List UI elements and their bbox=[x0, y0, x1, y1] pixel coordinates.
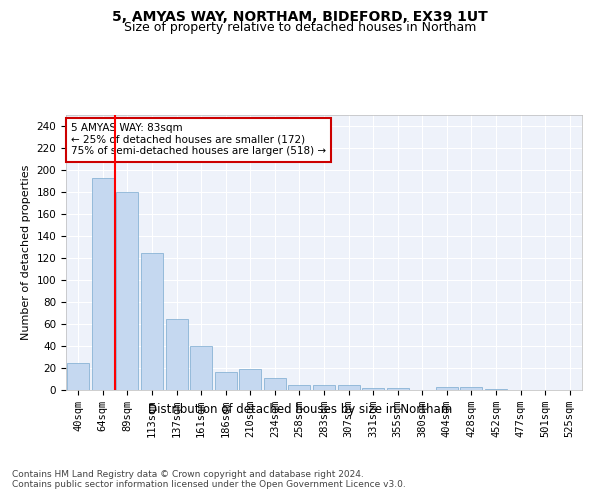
Bar bbox=[92, 178, 114, 390]
Text: Distribution of detached houses by size in Northam: Distribution of detached houses by size … bbox=[148, 402, 452, 415]
Bar bbox=[141, 252, 163, 390]
Bar bbox=[338, 384, 359, 390]
Bar bbox=[264, 378, 286, 390]
Bar bbox=[116, 192, 139, 390]
Bar bbox=[166, 318, 188, 390]
Text: 5, AMYAS WAY, NORTHAM, BIDEFORD, EX39 1UT: 5, AMYAS WAY, NORTHAM, BIDEFORD, EX39 1U… bbox=[112, 10, 488, 24]
Bar bbox=[362, 388, 384, 390]
Bar bbox=[485, 389, 507, 390]
Bar bbox=[436, 386, 458, 390]
Bar bbox=[67, 362, 89, 390]
Text: Contains HM Land Registry data © Crown copyright and database right 2024.
Contai: Contains HM Land Registry data © Crown c… bbox=[12, 470, 406, 490]
Bar bbox=[460, 386, 482, 390]
Text: Size of property relative to detached houses in Northam: Size of property relative to detached ho… bbox=[124, 22, 476, 35]
Bar bbox=[386, 388, 409, 390]
Bar bbox=[313, 384, 335, 390]
Text: 5 AMYAS WAY: 83sqm
← 25% of detached houses are smaller (172)
75% of semi-detach: 5 AMYAS WAY: 83sqm ← 25% of detached hou… bbox=[71, 123, 326, 156]
Bar bbox=[215, 372, 237, 390]
Bar bbox=[289, 384, 310, 390]
Y-axis label: Number of detached properties: Number of detached properties bbox=[21, 165, 31, 340]
Bar bbox=[239, 369, 262, 390]
Bar bbox=[190, 346, 212, 390]
